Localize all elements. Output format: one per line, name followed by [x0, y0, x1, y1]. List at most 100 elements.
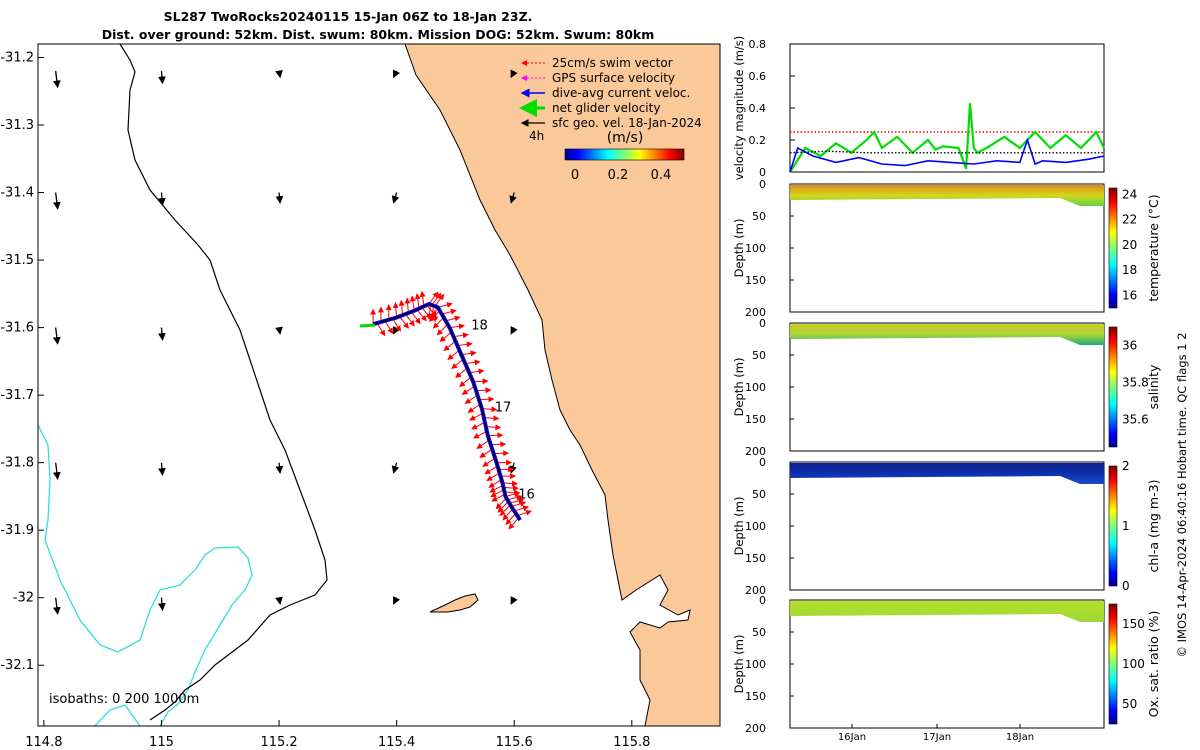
swim-vector — [451, 358, 464, 370]
swim-vector — [517, 509, 533, 517]
map-lon-tick-label: 115.2 — [260, 735, 297, 750]
net-velocity-start — [359, 323, 376, 328]
swim-vectors — [370, 290, 533, 530]
map-lon-tick-label: 115 — [149, 735, 174, 750]
map-lat-tick-label: -31.9 — [0, 523, 34, 538]
coastline-land — [404, 44, 720, 726]
section-colorbar-tick: 24 — [1122, 187, 1137, 201]
map-lat-tick-label: -32 — [13, 591, 34, 606]
velocity-series-line — [789, 137, 1105, 173]
map-lat-tick-label: -32.1 — [0, 658, 34, 673]
geo-arrow — [510, 69, 518, 79]
figure-title-line-1: SL287 TwoRocks20240115 15-Jan 06Z to 18-… — [164, 9, 533, 24]
swim-vector — [426, 304, 437, 317]
glider-track-core — [372, 303, 521, 521]
swim-vector — [473, 378, 489, 385]
temperature-section: 0 50 100 150 200 Depth (m) 24 22 20 18 16 temperatu… — [732, 178, 1161, 319]
map-panel: 18 17 16 isobaths: 0 200 1000m 25cm/s sw… — [37, 43, 721, 727]
swim-vector — [487, 432, 504, 439]
section-data-band — [790, 463, 1104, 484]
section-ytick-label: 100 — [745, 242, 766, 255]
section-colorbar-tick: 22 — [1122, 213, 1137, 227]
swim-vector — [461, 350, 477, 357]
section-ylabel: Depth (m) — [732, 219, 746, 278]
speed-colorbar-tick-0: 0 — [571, 168, 579, 183]
swim-vector — [459, 376, 472, 388]
velocity-ytick-label: 0.4 — [749, 102, 767, 115]
swim-vector — [419, 290, 426, 307]
speed-colorbar-tick-1: 0.2 — [608, 168, 629, 183]
geo-arrow — [510, 596, 518, 605]
legend-swim-label: 25cm/s swim vector — [552, 56, 673, 70]
velocity-panel: velocity magnitude (m/s) — [732, 36, 1105, 181]
legend-net-label: net glider velocity — [552, 101, 660, 115]
section-colorbar-label: salinity — [1146, 364, 1161, 409]
map-axes-frame — [37, 43, 721, 727]
map-lat-ticks — [38, 57, 44, 666]
swim-vector — [453, 332, 469, 339]
geo-arrow — [275, 462, 284, 474]
section-ytick-label: 50 — [752, 349, 766, 362]
swim-vector — [455, 367, 468, 379]
section-ytick-label: 0 — [759, 178, 766, 191]
geo-arrow — [52, 597, 61, 615]
section-colorbar-tick: 150 — [1122, 617, 1145, 631]
map-lat-tick-label: -31.5 — [0, 253, 34, 268]
geo-arrow — [509, 192, 517, 204]
island-rottnest — [429, 593, 479, 613]
swim-vector — [493, 450, 510, 457]
map-lat-tick-label: -31.6 — [0, 321, 34, 336]
map-legend: 25cm/s swim vector GPS surface velocity … — [519, 56, 702, 183]
section-ytick-label: 200 — [745, 445, 766, 458]
velocity-ytick-label: 0.2 — [749, 134, 767, 147]
swim-vector — [428, 310, 441, 322]
map-lat-tick-label: -31.7 — [0, 388, 34, 403]
section-colorbar-tick: 35.8 — [1122, 375, 1149, 389]
swim-vector — [467, 403, 481, 413]
swim-vector — [471, 421, 486, 430]
swim-vector — [473, 430, 488, 439]
section-colorbar-tick: 100 — [1122, 657, 1145, 671]
section-ytick-label: 200 — [745, 722, 766, 735]
legend-dive-avg-label: dive-avg current veloc. — [552, 86, 690, 100]
swim-vector — [485, 424, 502, 431]
section-ytick-label: 200 — [745, 306, 766, 319]
map-lon-tick-label: 115.6 — [496, 735, 533, 750]
legend-sfc-geo-label: sfc geo. vel. 18-Jan-2024 — [552, 116, 702, 130]
velocity-ytick-label: 0 — [759, 166, 766, 179]
swim-vector — [478, 396, 495, 403]
map-lon-ticks — [43, 720, 633, 726]
section-colorbar-label: Ox. sat. ratio (%) — [1146, 611, 1161, 718]
swim-vector — [505, 491, 521, 497]
speed-colorbar — [564, 148, 685, 161]
swim-vector — [457, 341, 473, 348]
section-ytick-label: 150 — [745, 413, 766, 426]
section-ytick-label: 150 — [745, 274, 766, 287]
swim-vector — [376, 322, 386, 337]
geo-arrow — [275, 596, 283, 605]
section-colorbar-tick: 20 — [1122, 238, 1137, 252]
swim-vector — [488, 479, 502, 488]
section-xtick-label: 18Jan — [1006, 732, 1034, 743]
section-ytick-label: 0 — [759, 594, 766, 607]
swim-vector — [445, 315, 461, 322]
swim-vector — [509, 497, 525, 504]
velocity-ylabel: velocity magnitude (m/s) — [732, 36, 746, 181]
swim-vector — [475, 387, 492, 394]
swim-vector — [484, 465, 498, 475]
map-lon-tick-label: 115.4 — [378, 735, 415, 750]
section-axes-frame — [789, 461, 1105, 591]
section-colorbar-tick: 16 — [1122, 288, 1137, 302]
swim-vector — [491, 493, 506, 502]
swim-vector — [479, 448, 493, 458]
swim-vector — [502, 480, 518, 487]
geo-arrow — [52, 70, 61, 89]
geo-arrow — [158, 327, 166, 341]
section-ylabel: Depth (m) — [732, 358, 746, 417]
swim-vector — [392, 318, 401, 332]
colorbar-title: (m/s) — [607, 130, 644, 146]
section-colorbar-tick: 50 — [1122, 697, 1137, 711]
swim-vector — [469, 368, 485, 375]
velocity-ytick-label: 0.8 — [749, 38, 767, 51]
